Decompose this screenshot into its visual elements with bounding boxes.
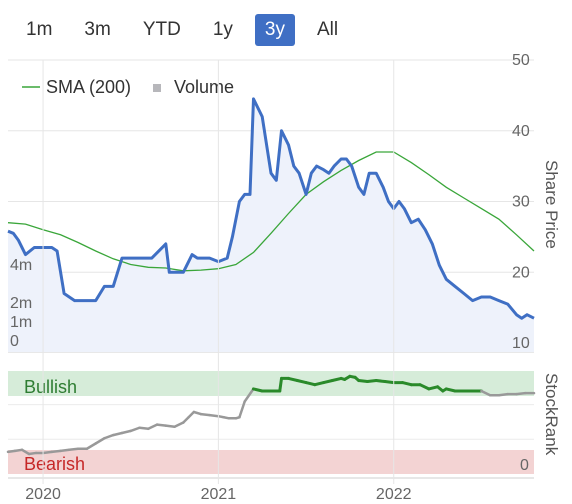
x-tick-2020: 2020: [25, 486, 61, 503]
stockrank-segment: [85, 442, 97, 450]
price-area: [8, 98, 534, 353]
price-tick-10: 10: [512, 335, 530, 352]
price-tick-40: 40: [512, 123, 530, 140]
range-button-3y[interactable]: 3y: [254, 14, 295, 46]
x-tick-2022: 2022: [376, 486, 412, 503]
stockrank-lines: [6, 374, 536, 456]
volume-tick-0: 0: [10, 333, 19, 350]
legend: SMA (200) Volume: [22, 77, 234, 97]
stockrank-segment: [164, 424, 176, 428]
stockrank-segment: [251, 387, 264, 393]
stockrank-segment: [199, 412, 211, 417]
stockrank-segment: [278, 376, 284, 393]
sma-line: [7, 151, 535, 272]
range-button-1y[interactable]: 1y: [212, 19, 233, 40]
stockrank-segment: [103, 433, 115, 440]
range-button-1m[interactable]: 1m: [26, 19, 53, 40]
stockrank-segment: [155, 423, 168, 427]
stockrank-segment: [444, 387, 457, 393]
stockrank-segment: [59, 448, 71, 453]
range-button-all[interactable]: All: [316, 19, 339, 40]
volume-tick-1m: 1m: [10, 314, 32, 331]
stockrank-segment: [20, 448, 31, 456]
stockrank-segment: [322, 379, 334, 385]
stockrank-segment: [111, 431, 124, 437]
stockrank-segment: [480, 389, 492, 397]
stockrank-segment: [173, 421, 185, 428]
stockrank-segment: [243, 387, 255, 403]
volume-y-ticks: 0 1m 2m 4m: [10, 257, 32, 350]
stockrank-segment: [41, 450, 54, 455]
stockrank-segment: [147, 423, 159, 431]
stockrank-segment: [287, 376, 299, 382]
stockrank-segment: [427, 385, 440, 391]
bullish-label: Bullish: [24, 377, 77, 397]
share-price-axis-title: Share Price: [542, 160, 561, 249]
stockrank-segment: [330, 376, 343, 382]
stockrank-zero-tick: 0: [520, 457, 529, 474]
range-button-ytd[interactable]: YTD: [142, 19, 181, 40]
stockrank-segment: [313, 381, 326, 387]
range-selector: 1m 3m YTD 1y 3y All: [16, 14, 360, 48]
stockrank-grid: [8, 404, 534, 440]
stockrank-segment: [208, 413, 220, 418]
x-axis-ticks: 2020 2021 2022: [25, 60, 412, 503]
stockrank-segment: [120, 429, 132, 435]
volume-tick-4m: 4m: [10, 257, 32, 274]
legend-sma-label: SMA (200): [46, 77, 131, 97]
stockrank-segment: [515, 391, 527, 396]
legend-volume-label: Volume: [174, 77, 234, 97]
x-tick-2021: 2021: [201, 486, 237, 503]
price-tick-50: 50: [512, 52, 530, 69]
price-tick-20: 20: [512, 264, 530, 281]
stockrank-segment: [50, 449, 62, 454]
range-button-3m[interactable]: 3m: [84, 19, 111, 40]
bearish-band: [8, 450, 534, 474]
stockrank-segment: [238, 400, 246, 419]
stockrank-axis-title: StockRank: [542, 373, 561, 456]
stockrank-segment: [94, 437, 106, 445]
volume-tick-2m: 2m: [10, 295, 32, 312]
stockrank-segment: [295, 379, 308, 385]
legend-volume-swatch: [153, 84, 161, 92]
stockrank-segment: [497, 392, 509, 397]
price-line: [7, 97, 535, 320]
price-tick-30: 30: [512, 194, 530, 211]
stockrank-segment: [129, 426, 141, 433]
stockrank-segment: [138, 426, 150, 431]
price-y-ticks: 10 20 30 40 50: [512, 52, 530, 352]
stockrank-segment: [401, 381, 413, 387]
stockrank-segment: [304, 381, 317, 387]
stockrank-segment: [68, 447, 80, 452]
stockrank-segment: [418, 383, 431, 391]
bearish-label: Bearish: [24, 454, 85, 474]
